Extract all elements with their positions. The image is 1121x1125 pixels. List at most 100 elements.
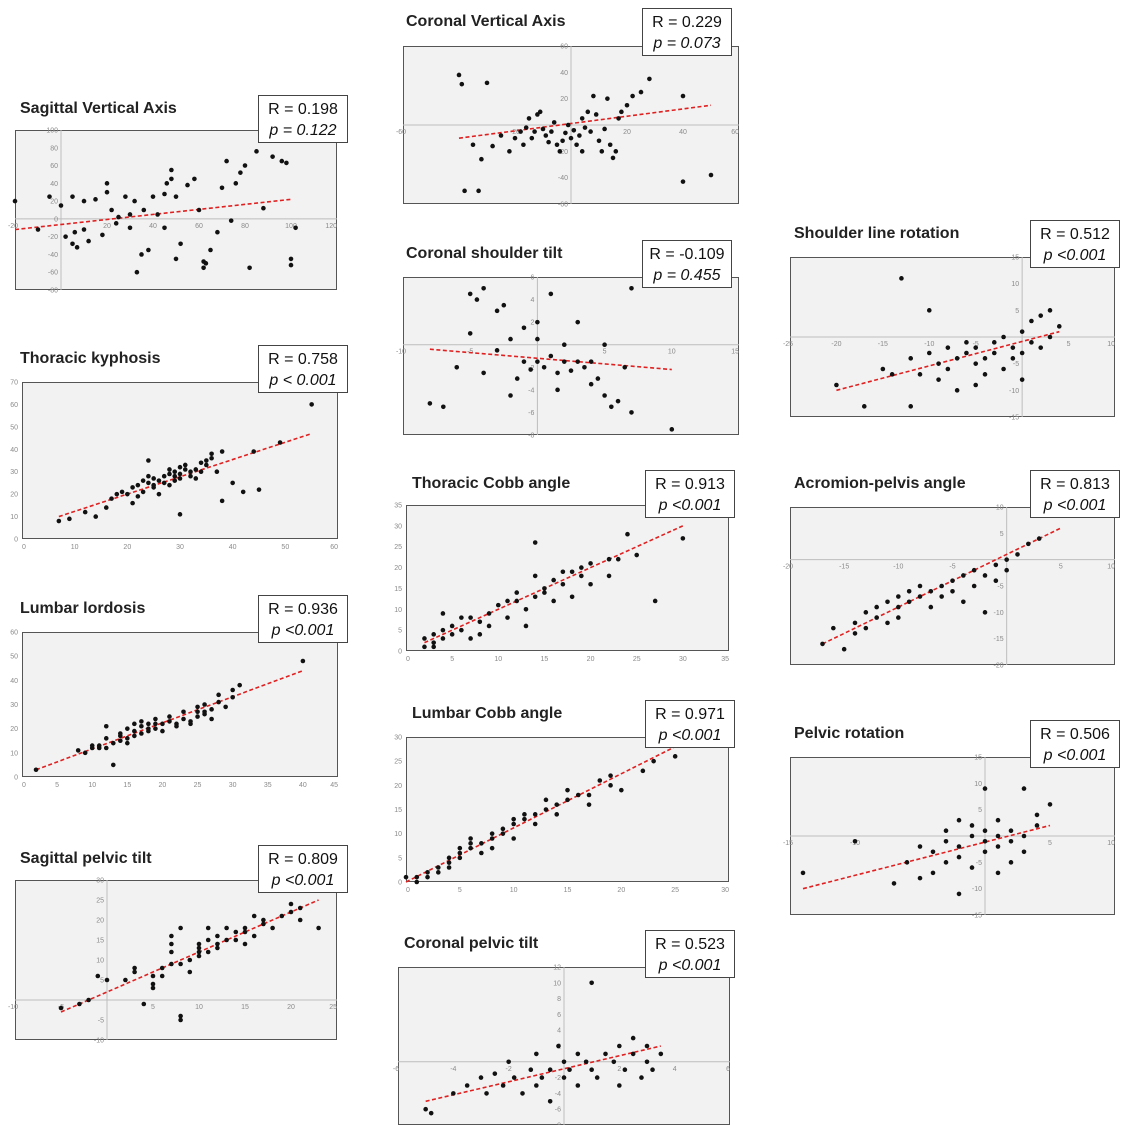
y-tick-label: 20: [394, 783, 402, 790]
data-point: [1048, 335, 1053, 340]
p-value: p <0.001: [1031, 245, 1119, 266]
data-point: [178, 1014, 183, 1019]
data-point: [104, 724, 109, 729]
data-point: [506, 1060, 511, 1065]
data-point: [944, 839, 949, 844]
y-tick-label: 15: [394, 586, 402, 593]
data-point: [425, 875, 430, 880]
y-tick-label: 10: [996, 505, 1004, 512]
y-tick-label: 20: [560, 96, 568, 103]
data-point: [479, 851, 484, 856]
data-point: [139, 724, 144, 729]
y-tick-label: -4: [528, 387, 534, 394]
data-point: [533, 540, 538, 545]
data-point: [524, 125, 529, 130]
data-point: [515, 376, 520, 381]
x-tick-label: -10: [893, 564, 903, 571]
data-point: [641, 769, 646, 774]
data-point: [522, 359, 527, 364]
data-point: [167, 719, 172, 724]
data-point: [1048, 308, 1053, 313]
data-point: [70, 194, 75, 199]
data-point: [533, 812, 538, 817]
data-point: [983, 850, 988, 855]
data-point: [460, 82, 465, 87]
data-point: [206, 938, 211, 943]
data-point: [600, 149, 605, 154]
data-point: [495, 309, 500, 314]
data-point: [151, 986, 156, 991]
data-point: [425, 870, 430, 875]
data-point: [944, 860, 949, 865]
data-point: [1020, 377, 1025, 382]
data-point: [209, 451, 214, 456]
data-point: [151, 982, 156, 987]
data-point: [562, 1075, 567, 1080]
data-point: [252, 914, 257, 919]
y-tick-label: 20: [96, 918, 104, 925]
data-point: [197, 950, 202, 955]
x-tick-label: 60: [731, 129, 739, 136]
data-point: [970, 823, 975, 828]
data-point: [181, 709, 186, 714]
y-tick-label: 15: [96, 938, 104, 945]
data-point: [178, 512, 183, 517]
data-point: [501, 827, 506, 832]
y-tick-label: -10: [1009, 388, 1019, 395]
data-point: [570, 594, 575, 599]
data-point: [111, 763, 116, 768]
r-value: R = -0.109: [643, 244, 731, 265]
data-point: [162, 225, 167, 230]
data-point: [1001, 367, 1006, 372]
data-point: [1004, 557, 1009, 562]
y-tick-label: 10: [394, 607, 402, 614]
data-point: [423, 1107, 428, 1112]
data-point: [562, 1060, 567, 1065]
data-point: [862, 404, 867, 409]
data-point: [251, 449, 256, 454]
data-point: [1020, 351, 1025, 356]
data-point: [623, 1067, 628, 1072]
data-point: [252, 934, 257, 939]
data-point: [136, 483, 141, 488]
data-point: [1038, 313, 1043, 318]
y-tick-label: 30: [96, 878, 104, 885]
data-point: [468, 615, 473, 620]
chart-title: Acromion-pelvis angle: [794, 475, 966, 493]
data-point: [162, 474, 167, 479]
data-point: [139, 719, 144, 724]
y-tick-label: -10: [994, 610, 1004, 617]
y-tick-label: 20: [10, 726, 18, 733]
y-tick-label: 15: [974, 755, 982, 762]
data-point: [197, 946, 202, 951]
x-tick-label: -6: [393, 1066, 399, 1073]
x-tick-label: 20: [617, 887, 625, 894]
y-tick-label: 5: [398, 855, 402, 862]
data-point: [972, 584, 977, 589]
data-point: [580, 149, 585, 154]
data-point: [484, 1091, 489, 1096]
data-point: [502, 303, 507, 308]
data-point: [97, 743, 102, 748]
data-point: [201, 265, 206, 270]
data-point: [508, 337, 513, 342]
data-point: [278, 440, 283, 445]
p-value: p < 0.001: [259, 370, 347, 391]
data-point: [57, 519, 62, 524]
data-point: [542, 590, 547, 595]
data-point: [174, 194, 179, 199]
y-tick-label: 50: [10, 654, 18, 661]
data-point: [927, 308, 932, 313]
data-point: [518, 129, 523, 134]
data-point: [206, 950, 211, 955]
x-tick-label: 35: [721, 656, 729, 663]
x-tick-label: 2: [617, 1066, 621, 1073]
data-point: [270, 926, 275, 931]
data-point: [169, 962, 174, 967]
data-point: [594, 112, 599, 117]
data-point: [534, 1083, 539, 1088]
data-point: [215, 934, 220, 939]
chart-title: Coronal pelvic tilt: [404, 935, 538, 953]
